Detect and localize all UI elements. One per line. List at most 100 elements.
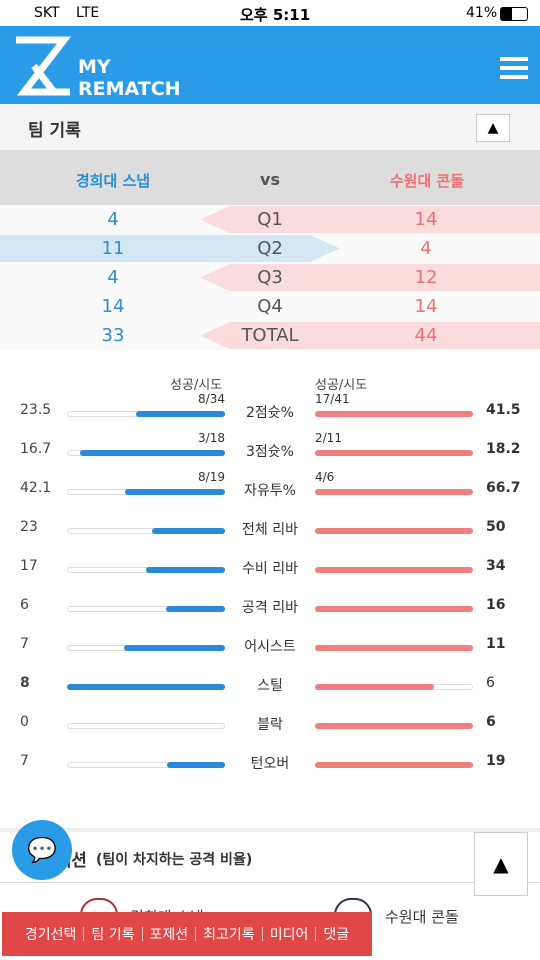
away-score: 14 xyxy=(414,296,438,317)
bottom-nav: 경기선택 팀 기록 포제션 최고기록 미디어 댓글 xyxy=(2,912,372,956)
attempt-header: 성공/시도 xyxy=(170,378,223,393)
away-value: 50 xyxy=(486,519,506,535)
away-attempt: 2/11 xyxy=(315,431,342,445)
home-value: 8 xyxy=(20,675,30,691)
status-bar xyxy=(0,0,540,26)
nav-separator xyxy=(195,927,197,941)
nav-item[interactable]: 포제션 xyxy=(149,927,189,943)
header xyxy=(0,26,540,104)
teams-bar xyxy=(0,150,540,205)
away-score: 4 xyxy=(420,238,432,259)
nav-item[interactable]: 댓글 xyxy=(323,927,350,943)
row-highlight xyxy=(0,235,340,262)
home-score: 14 xyxy=(101,296,125,317)
home-bar xyxy=(80,450,225,456)
divider xyxy=(0,882,540,883)
home-bar xyxy=(125,489,225,495)
away-value: 6 xyxy=(486,714,496,730)
row-highlight xyxy=(200,206,540,233)
possession-subtitle: (팀이 차지하는 공격 비율) xyxy=(96,852,253,868)
home-value: 6 xyxy=(20,597,29,613)
quarter-label: Q4 xyxy=(257,296,283,317)
home-bar xyxy=(165,606,225,612)
home-value: 16.7 xyxy=(20,441,52,457)
stat-label: 어시스트 xyxy=(244,639,296,655)
away-bar xyxy=(315,762,473,768)
away-bar xyxy=(315,450,473,456)
stat-label: 블락 xyxy=(257,717,283,733)
bar-track xyxy=(67,723,225,729)
away-score: 12 xyxy=(414,267,438,288)
stat-label: 3점슛% xyxy=(246,444,294,460)
away-bar xyxy=(315,528,473,534)
row-highlight xyxy=(200,264,540,291)
away-value: 18.2 xyxy=(486,441,521,457)
logo-text: REMATCH xyxy=(78,78,181,100)
home-bar xyxy=(67,684,225,690)
away-value: 34 xyxy=(486,558,506,574)
away-team: 수원대 콘돌 xyxy=(389,172,465,190)
nav-item[interactable]: 최고기록 xyxy=(203,927,255,943)
menu-button[interactable] xyxy=(500,56,528,80)
quarter-label: TOTAL xyxy=(241,325,299,346)
network: LTE xyxy=(76,5,100,21)
home-value: 42.1 xyxy=(20,480,52,496)
carrier: SKT xyxy=(34,5,60,21)
away-score: 14 xyxy=(414,209,438,230)
home-team: 경희대 스냅 xyxy=(75,172,151,190)
battery-icon xyxy=(500,7,528,21)
away-bar xyxy=(315,723,473,729)
home-bar xyxy=(146,567,225,573)
home-bar xyxy=(152,528,225,534)
nav-separator xyxy=(315,927,317,941)
away-bar xyxy=(315,489,473,495)
stat-label: 수비 리바 xyxy=(242,561,298,577)
away-value: 19 xyxy=(486,753,506,769)
nav-separator xyxy=(261,927,263,941)
vs-label: vs xyxy=(260,170,280,189)
collapse-button[interactable]: ▲ xyxy=(476,114,510,142)
home-attempt: 3/18 xyxy=(198,431,225,445)
away-value: 66.7 xyxy=(486,480,521,496)
section-header xyxy=(0,104,540,150)
stat-label: 턴오버 xyxy=(250,756,290,772)
home-bar xyxy=(124,645,225,651)
stat-label: 공격 리바 xyxy=(242,600,298,616)
quarter-label: Q1 xyxy=(257,209,283,230)
row-highlight xyxy=(200,322,540,349)
home-value: 17 xyxy=(20,558,38,574)
nav-item[interactable]: 미디어 xyxy=(269,927,309,943)
home-score: 11 xyxy=(101,238,125,259)
home-attempt: 8/34 xyxy=(198,392,225,406)
quarter-label: Q3 xyxy=(257,267,283,288)
home-value: 23.5 xyxy=(20,402,52,418)
away-attempt: 4/6 xyxy=(315,470,335,484)
section-title: 팀 기록 xyxy=(28,121,81,141)
away-value: 6 xyxy=(486,675,495,691)
away-attempt: 17/41 xyxy=(315,392,350,406)
possession-away: 수원대 콘돌 xyxy=(385,908,459,926)
away-score: 44 xyxy=(414,325,438,346)
scroll-top-button[interactable]: ▲ xyxy=(474,832,528,896)
home-value: 7 xyxy=(20,636,29,652)
home-value: 0 xyxy=(20,714,29,730)
home-score: 4 xyxy=(107,209,119,230)
home-score: 4 xyxy=(107,267,119,288)
chat-button[interactable]: 💬 xyxy=(12,820,72,880)
away-bar xyxy=(315,411,473,417)
stat-label: 전체 리바 xyxy=(242,522,298,538)
home-attempt: 8/19 xyxy=(198,470,225,484)
stat-label: 2점슛% xyxy=(246,405,294,421)
away-bar xyxy=(315,645,473,651)
battery: 41% xyxy=(466,5,498,21)
nav-separator xyxy=(141,927,143,941)
stats-panel xyxy=(0,350,540,828)
nav-item[interactable]: 경기선택 xyxy=(24,927,77,943)
away-value: 11 xyxy=(486,636,506,652)
nav-item[interactable]: 팀 기록 xyxy=(91,927,135,943)
home-bar xyxy=(166,762,225,768)
away-value: 41.5 xyxy=(486,402,521,418)
quarter-label: Q2 xyxy=(257,238,283,259)
away-bar xyxy=(315,567,473,573)
